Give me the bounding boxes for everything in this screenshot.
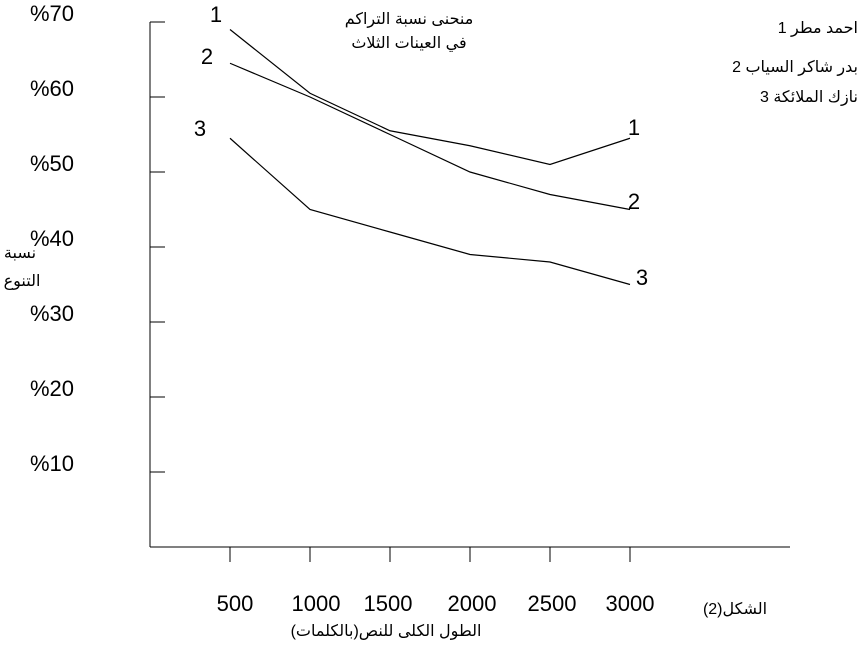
series-3-point xyxy=(549,261,551,263)
series-2-point xyxy=(389,134,391,136)
x-tick-labels: 500 1000 1500 2000 2500 3000 xyxy=(217,591,655,616)
series-1-point xyxy=(389,130,391,132)
legend-entry-2: 2 بدر شاكر السياب xyxy=(732,59,858,77)
series-3-point xyxy=(389,231,391,233)
series-3-start-label: 3 xyxy=(194,116,206,141)
axes xyxy=(149,21,790,562)
y-tick-label: %70 xyxy=(30,1,74,26)
series-3-point xyxy=(629,284,631,286)
chart-title-line-1: منحنى نسبة التراكم xyxy=(345,11,474,29)
y-tick-label: %20 xyxy=(30,376,74,401)
series-1-point xyxy=(469,145,471,147)
series-2-point xyxy=(549,194,551,196)
legend-entry-1: 1 احمد مطر xyxy=(778,20,858,38)
series-3-point xyxy=(469,254,471,256)
series-3-line xyxy=(229,137,631,286)
y-tick-label: %50 xyxy=(30,151,74,176)
series-1-start-label: 1 xyxy=(210,2,222,27)
chart-title-line-2: في العينات الثلاث xyxy=(351,35,466,53)
series-3-point xyxy=(229,137,231,139)
y-tick-label: %60 xyxy=(30,76,74,101)
series-2-point xyxy=(309,96,311,98)
x-tick-label: 1000 xyxy=(292,591,341,616)
series-1-line xyxy=(229,29,631,166)
y-tick-labels: %10 %20 %30 %40 %50 %60 %70 xyxy=(30,1,74,476)
figure-caption: الشكل(2) xyxy=(703,601,767,618)
y-tick-label: %30 xyxy=(30,301,74,326)
series-1-point xyxy=(309,92,311,94)
series-1-point xyxy=(549,164,551,166)
series-1-point xyxy=(229,29,231,31)
x-tick-label: 3000 xyxy=(606,591,655,616)
series-lines xyxy=(229,29,631,286)
series-2-point xyxy=(229,62,231,64)
series-2-end-label: 2 xyxy=(628,189,640,214)
series-2-start-label: 2 xyxy=(201,44,213,69)
x-tick-label: 2000 xyxy=(448,591,497,616)
series-2-line xyxy=(229,62,631,211)
series-3-point xyxy=(309,209,311,211)
y-tick-label: %10 xyxy=(30,451,74,476)
x-tick-label: 2500 xyxy=(528,591,577,616)
series-1-end-label: 1 xyxy=(628,115,640,140)
x-tick-label: 500 xyxy=(217,591,254,616)
legend-entry-3: 3 نازك الملائكة xyxy=(760,89,858,107)
x-tick-label: 1500 xyxy=(364,591,413,616)
y-tick-label: %40 xyxy=(30,226,74,251)
y-axis-label-line-2: التنوع xyxy=(4,273,41,291)
series-2-point xyxy=(469,171,471,173)
series-3-end-label: 3 xyxy=(636,265,648,290)
y-axis-label-line-1: نسبة xyxy=(4,245,36,262)
series-end-labels: 1 1 2 2 3 3 xyxy=(194,2,648,290)
x-axis-label: الطول الكلى للنص(بالكلمات) xyxy=(291,623,482,641)
